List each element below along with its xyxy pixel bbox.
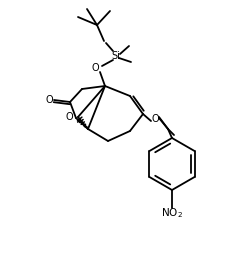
Text: O: O bbox=[151, 114, 159, 124]
Text: O: O bbox=[91, 63, 99, 73]
Text: O: O bbox=[45, 95, 53, 105]
Text: Si: Si bbox=[112, 51, 120, 61]
Text: $\mathsf{NO_2}$: $\mathsf{NO_2}$ bbox=[161, 206, 183, 220]
Text: O: O bbox=[65, 112, 73, 122]
